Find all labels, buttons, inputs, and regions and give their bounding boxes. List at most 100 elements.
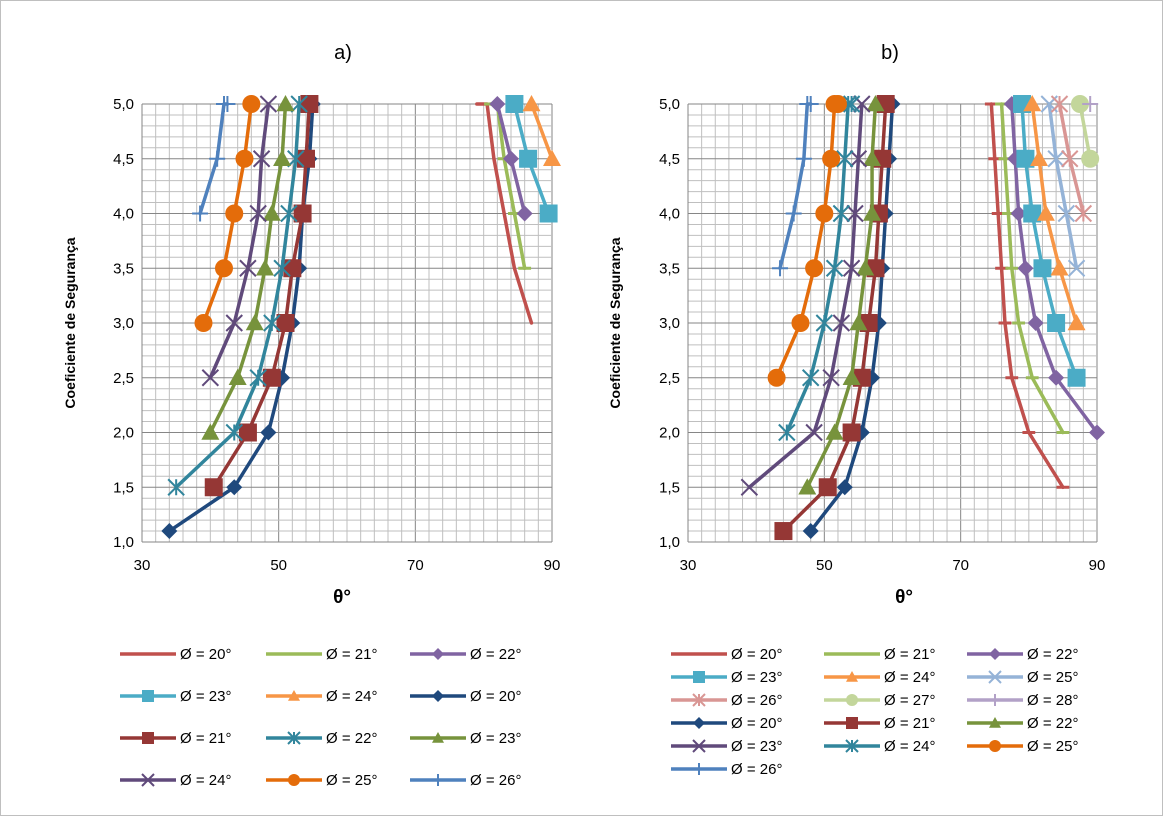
legend-swatch-marker — [846, 694, 858, 706]
data-point — [1061, 150, 1079, 168]
data-point — [249, 204, 267, 223]
legend-swatch-marker — [845, 739, 859, 753]
plot-area — [740, 95, 1105, 541]
data-point — [798, 478, 817, 495]
legend-swatch-marker — [432, 732, 444, 743]
data-point — [273, 259, 291, 277]
legend-swatch-marker — [988, 670, 1002, 684]
data-point — [849, 150, 868, 168]
x-axis-label: θ° — [333, 587, 351, 608]
data-point — [1067, 314, 1086, 331]
legend-item: Ø = 24° — [266, 688, 377, 705]
legend-label: Ø = 23° — [470, 730, 521, 747]
legend-item: Ø = 21° — [824, 715, 935, 732]
legend-label: Ø = 23° — [731, 669, 782, 686]
data-point — [849, 314, 868, 331]
data-point — [235, 149, 254, 168]
data-point — [805, 423, 823, 442]
legend-item: Ø = 23° — [671, 669, 782, 686]
data-point — [785, 205, 802, 222]
series-line — [989, 102, 1065, 489]
data-point — [297, 149, 315, 168]
legend-swatch-marker — [142, 732, 154, 744]
data-point — [842, 95, 861, 113]
data-point — [856, 259, 875, 276]
data-point — [842, 423, 861, 442]
legend-swatch-marker — [989, 648, 1001, 660]
legend-label: Ø = 20° — [180, 646, 231, 663]
data-point — [280, 204, 298, 223]
data-point — [836, 150, 854, 168]
data-point — [290, 95, 308, 113]
data-point — [238, 423, 257, 442]
legend-label: Ø = 24° — [884, 738, 935, 755]
data-point — [242, 95, 261, 113]
legend-label: Ø = 23° — [731, 738, 782, 755]
series-4 — [1023, 95, 1086, 331]
data-point — [516, 205, 533, 222]
x-tick-label: 70 — [952, 557, 969, 574]
legend-swatch-marker — [692, 693, 706, 707]
data-point — [256, 259, 274, 276]
data-point — [815, 204, 834, 223]
legend-swatch-marker — [693, 763, 705, 775]
data-point — [836, 479, 853, 496]
series-line — [174, 102, 301, 489]
data-point — [1050, 95, 1069, 113]
data-point — [245, 314, 264, 331]
legend-label: Ø = 21° — [180, 730, 231, 747]
legend-label: Ø = 28° — [1027, 692, 1078, 709]
data-point — [1047, 314, 1066, 332]
data-point — [204, 478, 223, 497]
data-point — [1089, 424, 1105, 441]
legend-label: Ø = 21° — [884, 715, 935, 732]
data-point — [815, 314, 834, 332]
plot-area — [161, 95, 561, 540]
chart-a: 30 50 70 90 1,0 1,5 2,0 2,5 3,0 3,5 4,0 4,5 5,0 a) θ° C… — [62, 42, 561, 789]
data-point — [273, 149, 292, 166]
series-15 — [772, 96, 819, 277]
series-9 — [201, 95, 278, 387]
legend-swatch-marker — [432, 648, 444, 660]
legend-item: Ø = 21° — [120, 730, 231, 747]
chart-b: 30 50 70 90 1,0 1,5 2,0 2,5 3,0 3,5 4,0 4,5 5,0 b) θ° C… — [607, 42, 1105, 778]
legend-swatch-marker — [141, 773, 155, 787]
legend-label: Ø = 24° — [884, 669, 935, 686]
series-2 — [489, 96, 533, 222]
data-point — [262, 204, 281, 221]
y-tick-label: 1,0 — [659, 534, 680, 551]
legend-item: Ø = 28° — [967, 692, 1078, 709]
data-point — [863, 149, 882, 166]
y-tick-label: 2,0 — [113, 425, 134, 442]
series-3 — [1013, 95, 1086, 387]
series-11 — [192, 96, 236, 222]
data-point — [1047, 150, 1065, 168]
y-axis-label: Coeficiente de Segurança — [607, 237, 623, 408]
x-tick-label: 50 — [270, 557, 287, 574]
legend-item: Ø = 25° — [266, 772, 377, 789]
legend-label: Ø = 25° — [1027, 669, 1078, 686]
series-line — [529, 102, 554, 161]
series-line — [1078, 102, 1092, 161]
data-point — [293, 204, 312, 223]
legend-label: Ø = 24° — [180, 772, 231, 789]
legend-swatch-marker — [989, 717, 1001, 728]
y-tick-label: 5,0 — [113, 96, 134, 113]
data-point — [1023, 204, 1042, 223]
y-tick-label: 3,5 — [659, 260, 680, 277]
legend-item: Ø = 20° — [671, 646, 782, 663]
legend-label: Ø = 21° — [884, 646, 935, 663]
legend-label: Ø = 27° — [884, 692, 935, 709]
data-point — [818, 478, 837, 497]
x-tick-label: 30 — [134, 557, 151, 574]
x-tick-label: 50 — [816, 557, 833, 574]
y-axis-label: Coeficiente de Segurança — [62, 237, 78, 408]
data-point — [767, 368, 786, 387]
data-point — [805, 259, 824, 278]
y-tick-label: 1,5 — [113, 479, 134, 496]
y-tick-label: 2,0 — [659, 425, 680, 442]
data-point — [489, 96, 506, 112]
series-11 — [798, 95, 885, 495]
legend-swatch-marker — [989, 694, 1001, 706]
